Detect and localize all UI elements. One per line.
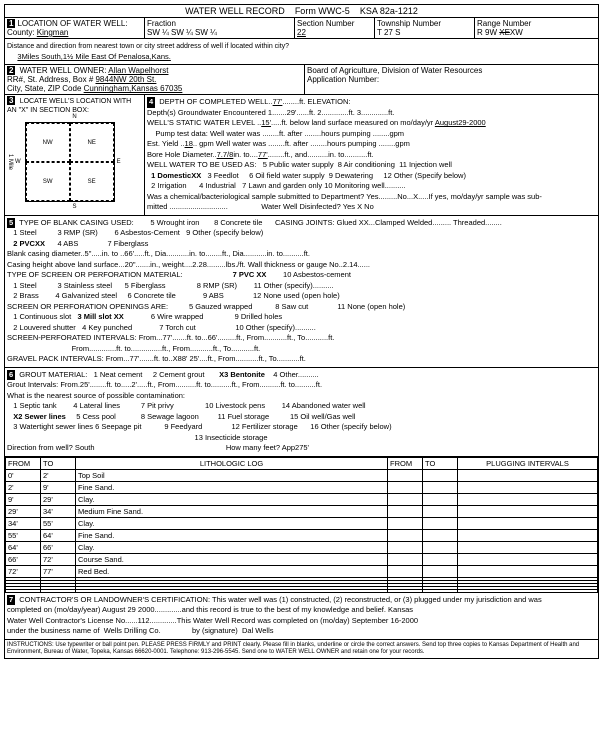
gravel: GRAVEL PACK INTERVALS: From...77'.......… — [7, 354, 306, 363]
section-6: 6 GROUT MATERIAL: 1 Neat cement 2 Cement… — [5, 368, 598, 457]
sec-3-num: 3 — [7, 96, 15, 105]
section-box: NWNE SWSE — [25, 122, 115, 202]
form-header: WATER WELL RECORD Form WWC-5 KSA 82a-121… — [5, 5, 598, 18]
sec-5-num: 5 — [7, 218, 15, 229]
cert-license: Water Well Contractor's License No......… — [7, 616, 418, 625]
row-location: 1LOCATION OF WATER WELL:County: Kingman … — [5, 18, 598, 39]
blank-dia: Blank casing diameter..5".....in. to ..6… — [7, 249, 310, 258]
section-3-4: 3 LOCATE WELL'S LOCATION WITH AN "X" IN … — [5, 95, 598, 215]
cert-business: under the business name of Wells Drillin… — [7, 626, 274, 635]
table-row: 9'29'Clay. — [6, 493, 598, 505]
col-lith: LITHOLOGIC LOG — [76, 457, 388, 469]
disinfect: Water Well Disinfected? Yes X No — [261, 202, 374, 211]
static-date: August29-2000 — [435, 118, 486, 127]
sec-1-num: 1 — [7, 19, 15, 28]
owner-name: Allan Wapelhorst — [108, 66, 168, 75]
table-row: 0'2'Top Soil — [6, 469, 598, 481]
section: 22 — [297, 28, 306, 37]
app-no: Application Number: — [307, 75, 379, 84]
owner-city: Cunningham,Kansas 67035 — [84, 84, 183, 93]
ksa: KSA 82a-1212 — [360, 6, 418, 16]
sec-2-num: 2 — [7, 66, 15, 75]
owner-addr: 9844NW 20th St. — [95, 75, 156, 84]
perf-int2: From.............ft. to...............ft… — [7, 344, 260, 353]
table-row: 64'66'Clay. — [6, 541, 598, 553]
section-7: 7 CONTRACTOR'S OR LANDOWNER'S CERTIFICAT… — [5, 593, 598, 640]
how-many-feet: How many feet? App275' — [226, 443, 309, 452]
grout-int: Grout Intervals: From.25'........ft. to.… — [7, 380, 322, 389]
table-row: 2'9'Fine Sand. — [6, 481, 598, 493]
water-well-form: WATER WELL RECORD Form WWC-5 KSA 82a-121… — [4, 4, 599, 659]
county: Kingman — [37, 28, 69, 37]
lithologic-log-table: FROM TO LITHOLOGIC LOG FROM TO PLUGGING … — [5, 457, 598, 593]
height-weight: Casing height above land surface...20"..… — [7, 260, 370, 269]
table-row: 34'55'Clay. — [6, 517, 598, 529]
direction-note: 3Miles South,1½ Mile East Of Penalosa,Ka… — [17, 52, 170, 61]
bore: 7.7/8 — [217, 150, 234, 159]
table-row: 29'34'Medium Fine Sand. — [6, 505, 598, 517]
form-id: Form WWC-5 — [295, 6, 350, 16]
col-plug: PLUGGING INTERVALS — [458, 457, 598, 469]
pump: Well water was ........ft. after .......… — [210, 129, 404, 138]
township: T 27 S — [377, 28, 400, 37]
col-to: TO — [41, 457, 76, 469]
col-from: FROM — [6, 457, 41, 469]
table-row: 55'64'Fine Sand. — [6, 529, 598, 541]
cert-completed: completed on (mo/day/year) August 29 200… — [7, 605, 413, 614]
distance-row: Distance and direction from nearest town… — [5, 39, 598, 65]
loc-label: LOCATION OF WATER WELL: — [17, 19, 127, 28]
sec-4-num: 4 — [147, 97, 155, 108]
table-row: 72'77'Red Bed. — [6, 565, 598, 577]
sec-7-num: 7 — [7, 595, 15, 606]
cert-text: CONTRACTOR'S OR LANDOWNER'S CERTIFICATIO… — [19, 595, 541, 604]
static: 15' — [261, 118, 271, 127]
col-to2: TO — [423, 457, 458, 469]
board: Board of Agriculture, Division of Water … — [307, 66, 482, 75]
owner-row: 2 WATER WELL OWNER: Allan Wapelhorst RR#… — [5, 65, 598, 95]
elev: ft. ELEVATION: — [299, 97, 350, 106]
form-title: WATER WELL RECORD — [185, 6, 285, 16]
instructions: INSTRUCTIONS: Use typewriter or ball poi… — [5, 640, 598, 658]
table-row: 66'72'Course Sand. — [6, 553, 598, 565]
chem: Was a chemical/bacteriological sample su… — [147, 192, 542, 201]
section-5: 5 TYPE OF BLANK CASING USED: 5 Wrought i… — [5, 215, 598, 368]
fraction: SW ¼ SW ¼ SW ¼ — [147, 28, 217, 37]
yield: 18 — [185, 139, 193, 148]
col-from2: FROM — [388, 457, 423, 469]
range: R 9W — [477, 28, 497, 37]
bore-to: 77' — [258, 150, 268, 159]
perf-int: SCREEN-PERFORATED INTERVALS: From...77'.… — [7, 333, 334, 342]
gw-depths: 1.......29'......ft. 2.............ft. 3… — [268, 108, 394, 117]
sec3-title: LOCATE WELL'S LOCATION WITH AN "X" IN SE… — [7, 98, 131, 114]
sec-6-num: 6 — [7, 370, 15, 381]
direction-from: Direction from well? South — [7, 443, 95, 452]
depth: 77' — [273, 97, 283, 106]
